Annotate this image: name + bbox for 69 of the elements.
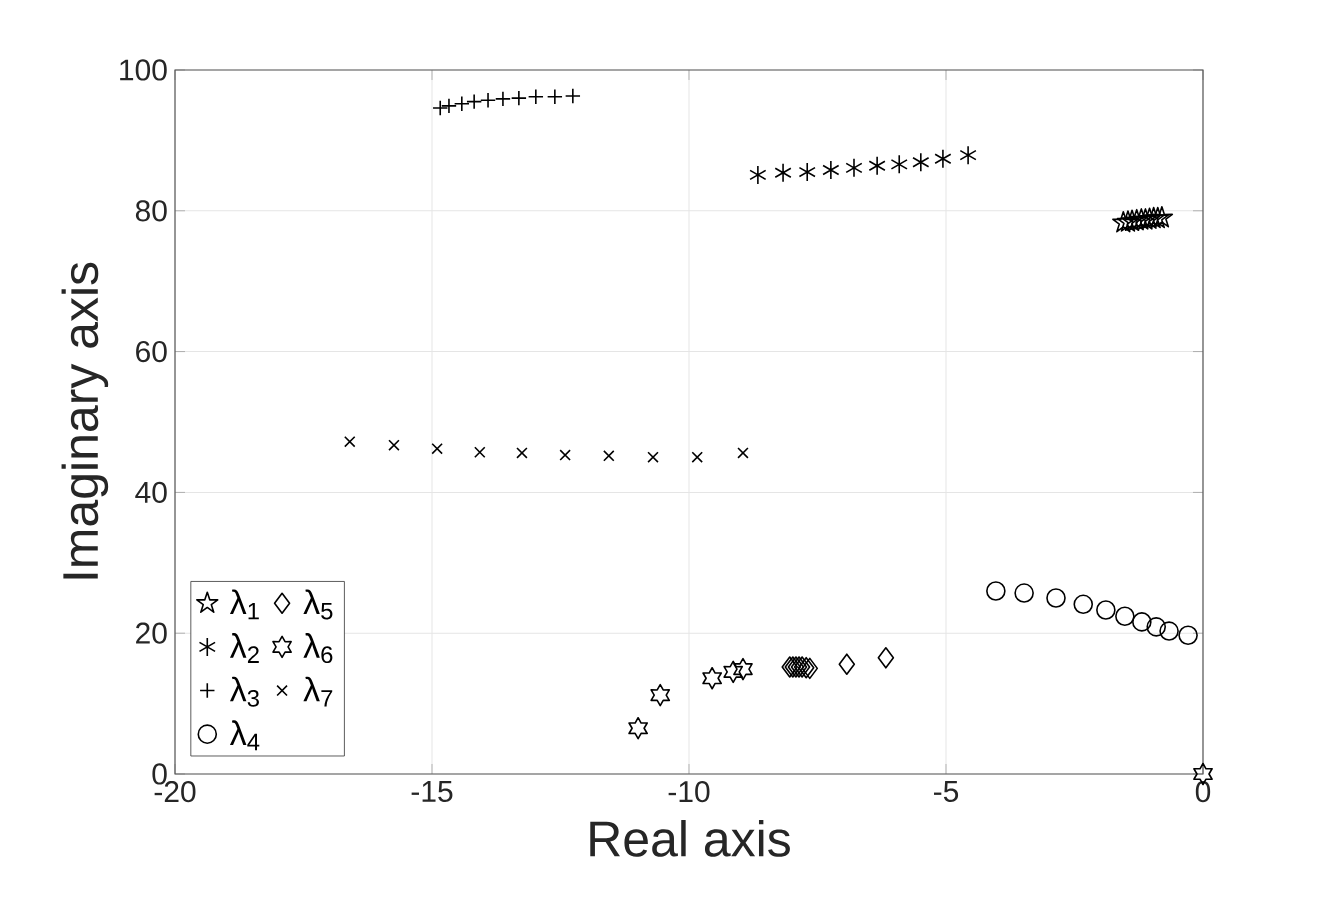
y-tick-label: 100 bbox=[120, 59, 167, 81]
y-tick-label: 80 bbox=[135, 200, 167, 222]
legend-label: λ$_{4}$ bbox=[229, 720, 260, 751]
legend-label: λ$_{2}$ bbox=[229, 633, 259, 663]
point bbox=[798, 162, 816, 182]
legend-label: λ$_{3}$ bbox=[229, 676, 259, 707]
point bbox=[559, 449, 571, 461]
point bbox=[527, 88, 544, 105]
point bbox=[1073, 594, 1094, 615]
point bbox=[1159, 621, 1179, 641]
point bbox=[877, 647, 895, 669]
point bbox=[466, 93, 483, 110]
point bbox=[344, 435, 356, 448]
point bbox=[845, 158, 863, 178]
point bbox=[453, 95, 470, 112]
point bbox=[774, 162, 792, 183]
y-axis-title: Imaginary axis bbox=[61, 262, 109, 579]
x-axis-title: Real axis bbox=[590, 820, 790, 857]
point bbox=[838, 653, 856, 675]
y-tick-label: 40 bbox=[135, 481, 167, 503]
legend-label: λ$_{7}$ bbox=[303, 676, 333, 707]
point bbox=[890, 154, 908, 175]
y-tick-label: 60 bbox=[136, 340, 167, 363]
point bbox=[702, 666, 723, 690]
x-tick-label: -15 bbox=[411, 781, 453, 802]
x-tick-label: 0 bbox=[1195, 781, 1211, 803]
point bbox=[1115, 606, 1135, 627]
point bbox=[647, 451, 659, 463]
point bbox=[1112, 210, 1135, 233]
point bbox=[440, 97, 457, 114]
point bbox=[749, 165, 767, 185]
point bbox=[959, 145, 977, 165]
point bbox=[868, 155, 886, 176]
point bbox=[1125, 208, 1148, 231]
legend-label: λ$_{1}$ bbox=[229, 589, 259, 620]
point bbox=[564, 88, 581, 105]
point bbox=[432, 100, 449, 116]
point bbox=[628, 716, 649, 740]
legend-label: λ$_{5}$ bbox=[303, 589, 333, 620]
point bbox=[822, 160, 840, 180]
point bbox=[986, 581, 1006, 601]
x-tick-label: -10 bbox=[668, 781, 710, 803]
point bbox=[494, 90, 511, 107]
point bbox=[737, 447, 749, 459]
point bbox=[733, 657, 753, 681]
point bbox=[723, 660, 744, 684]
point bbox=[480, 92, 497, 109]
point bbox=[516, 447, 528, 459]
y-tick-label: 20 bbox=[136, 622, 167, 644]
point bbox=[801, 657, 819, 680]
point bbox=[797, 656, 815, 679]
point bbox=[912, 152, 930, 173]
point bbox=[1178, 625, 1198, 646]
point bbox=[650, 683, 671, 707]
point bbox=[546, 88, 563, 105]
point bbox=[474, 446, 486, 459]
point bbox=[510, 90, 527, 107]
point bbox=[1146, 617, 1167, 637]
x-tick-label: -5 bbox=[933, 781, 959, 802]
point bbox=[431, 442, 443, 455]
point bbox=[1014, 583, 1034, 603]
point bbox=[1046, 588, 1066, 608]
point bbox=[1096, 600, 1116, 620]
legend-label: λ$_{6}$ bbox=[303, 633, 333, 664]
point bbox=[1132, 612, 1152, 632]
point bbox=[934, 148, 952, 169]
point bbox=[388, 439, 400, 451]
point bbox=[603, 450, 615, 462]
point bbox=[691, 451, 703, 463]
